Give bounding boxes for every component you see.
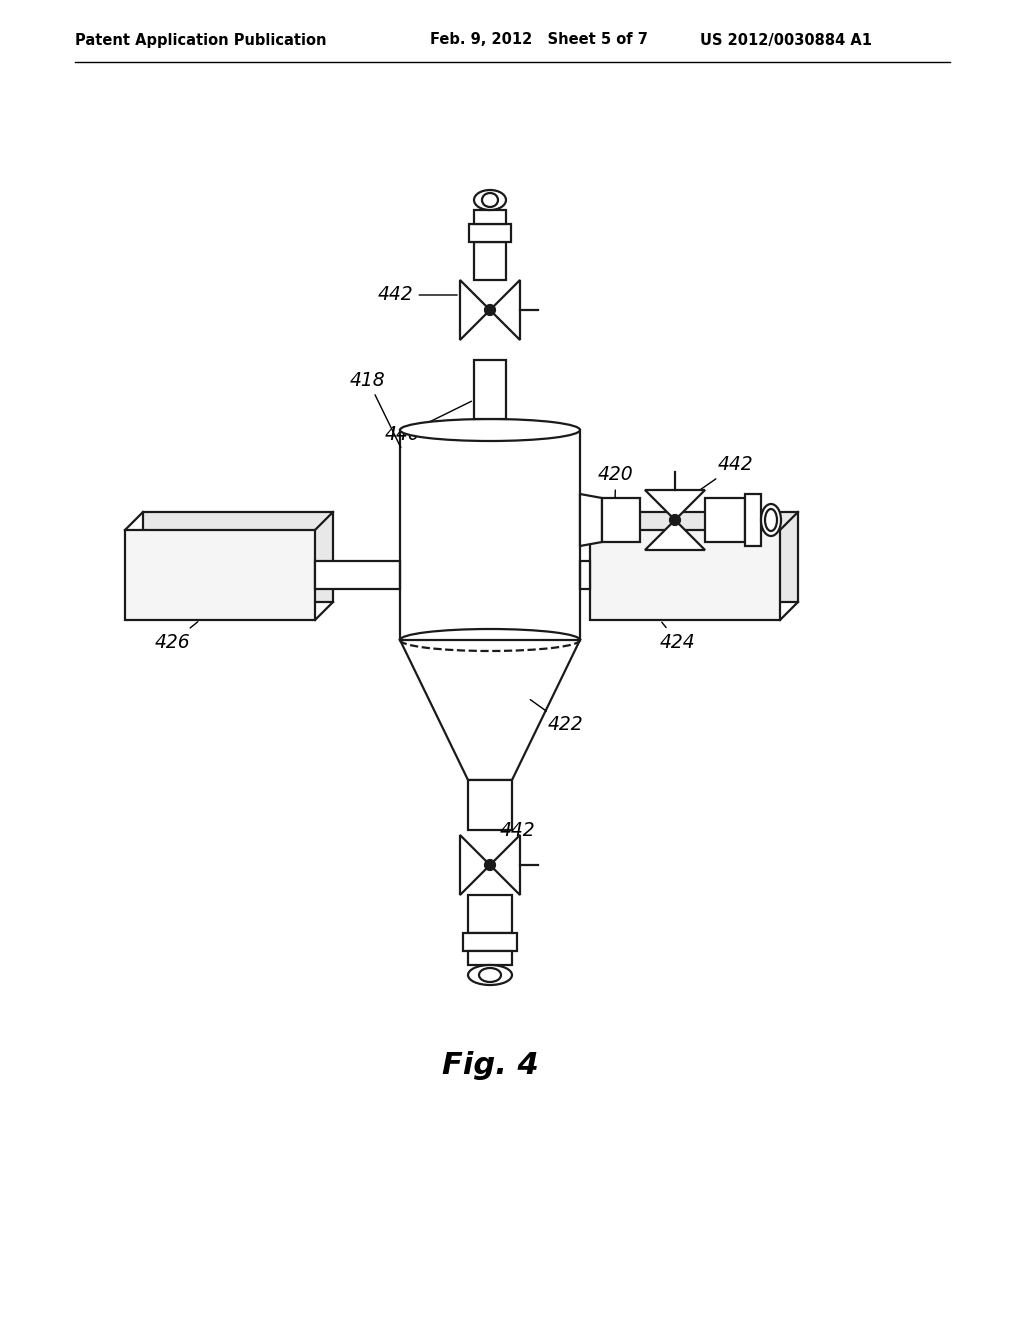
- Text: 426: 426: [155, 622, 198, 652]
- Polygon shape: [460, 836, 490, 895]
- Polygon shape: [645, 520, 705, 550]
- Bar: [608, 512, 798, 602]
- Bar: [580, 561, 590, 589]
- Text: Feb. 9, 2012   Sheet 5 of 7: Feb. 9, 2012 Sheet 5 of 7: [430, 33, 648, 48]
- Polygon shape: [400, 640, 580, 780]
- Bar: [705, 498, 745, 543]
- Ellipse shape: [479, 968, 501, 982]
- Text: 424: 424: [660, 622, 695, 652]
- Ellipse shape: [400, 418, 580, 441]
- Bar: [602, 498, 640, 543]
- Circle shape: [484, 305, 496, 315]
- Text: 442: 442: [500, 821, 536, 850]
- Bar: [315, 561, 400, 589]
- Text: 418: 418: [350, 371, 400, 447]
- Text: 442: 442: [699, 455, 754, 491]
- Ellipse shape: [765, 510, 777, 531]
- Bar: [468, 780, 512, 830]
- Text: 420: 420: [598, 466, 634, 498]
- Bar: [590, 531, 780, 620]
- Polygon shape: [490, 836, 520, 895]
- Text: 440: 440: [385, 401, 471, 445]
- Polygon shape: [490, 280, 520, 341]
- Bar: [463, 933, 517, 950]
- Bar: [469, 224, 511, 242]
- Ellipse shape: [761, 504, 781, 536]
- Bar: [474, 210, 506, 224]
- Text: US 2012/0030884 A1: US 2012/0030884 A1: [700, 33, 872, 48]
- Polygon shape: [460, 280, 490, 341]
- Bar: [125, 531, 315, 620]
- Ellipse shape: [482, 193, 498, 207]
- Bar: [468, 895, 512, 933]
- Circle shape: [670, 515, 680, 525]
- Text: Patent Application Publication: Patent Application Publication: [75, 33, 327, 48]
- Polygon shape: [580, 494, 602, 546]
- Bar: [468, 950, 512, 965]
- Circle shape: [484, 859, 496, 870]
- Bar: [143, 512, 333, 602]
- Text: 422: 422: [530, 700, 584, 734]
- Bar: [474, 360, 506, 418]
- Polygon shape: [645, 490, 705, 520]
- Bar: [745, 494, 761, 546]
- Ellipse shape: [474, 190, 506, 210]
- Bar: [474, 242, 506, 280]
- Ellipse shape: [468, 965, 512, 985]
- Text: 442: 442: [378, 285, 458, 305]
- Text: Fig. 4: Fig. 4: [441, 1051, 539, 1080]
